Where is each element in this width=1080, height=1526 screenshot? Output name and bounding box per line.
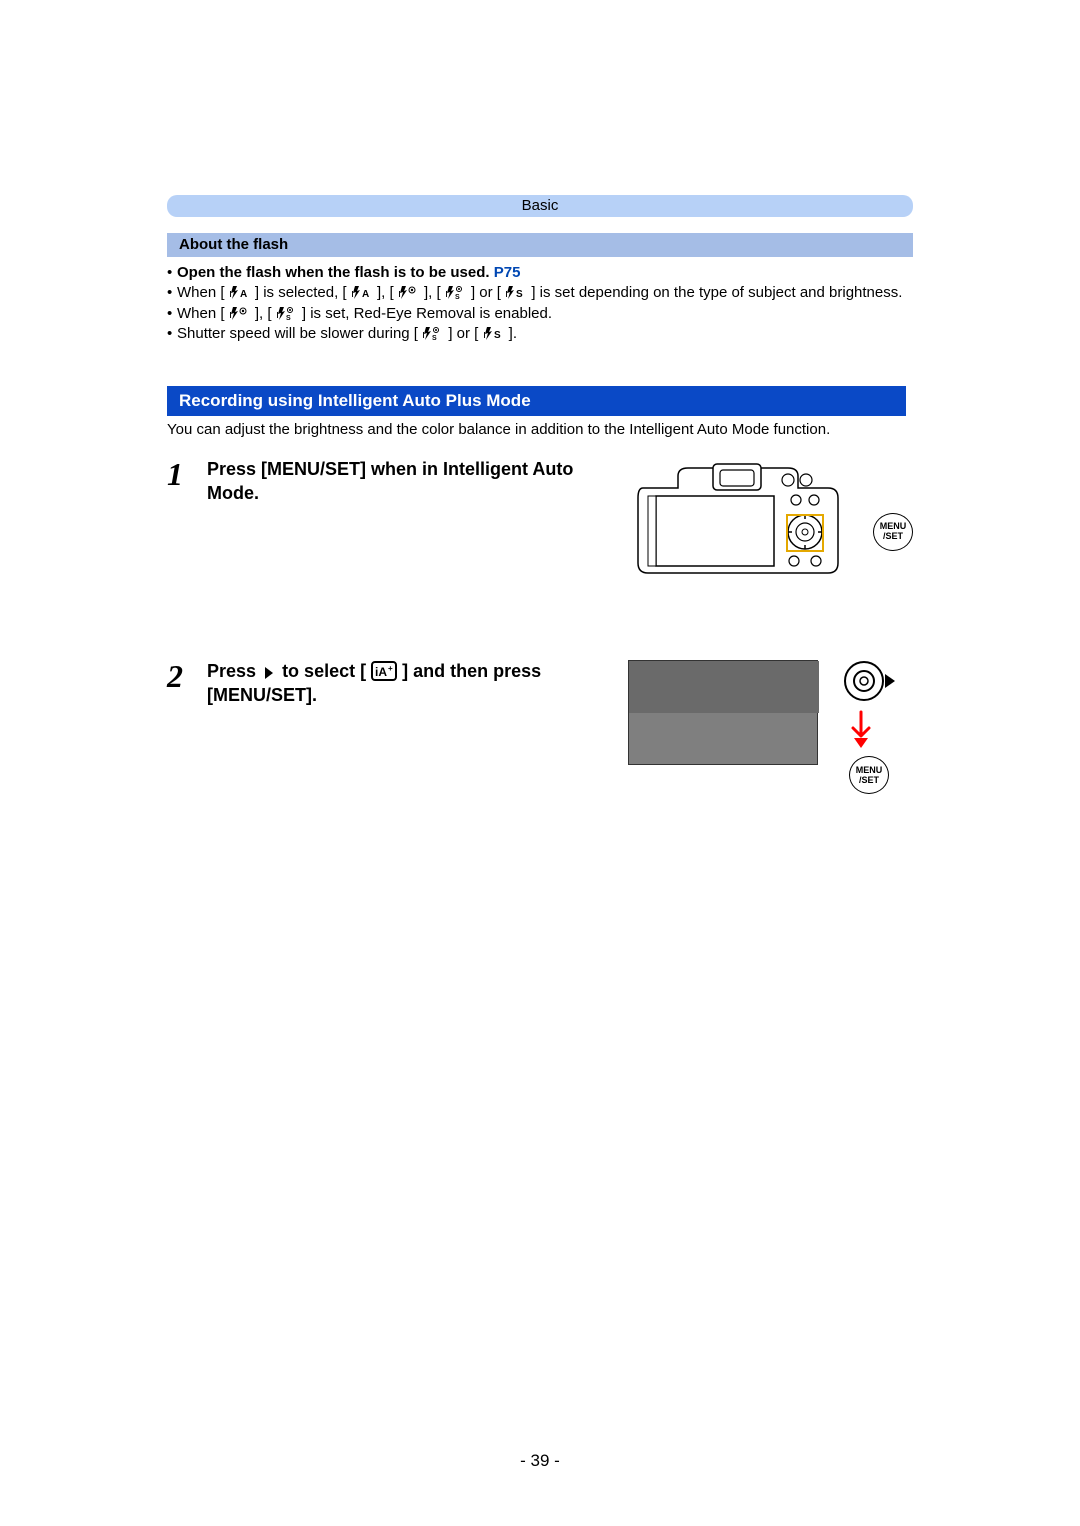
- steps-block: 1 Press [MENU/SET] when in Intelligent A…: [167, 458, 913, 800]
- flash-line2: When [ ıA ] is selected, [ ıA ], [ ı ], …: [177, 283, 913, 303]
- svg-text:iA: iA: [375, 665, 387, 679]
- flash-redeye-icon: ı: [229, 305, 251, 321]
- svg-text:A: A: [240, 289, 247, 300]
- lcd-screen: [628, 660, 818, 765]
- control-dial-icon: [843, 660, 885, 702]
- bullet-dot: •: [167, 304, 177, 324]
- svg-text:ı: ı: [483, 329, 486, 341]
- menu-set-label: MENU /SET: [873, 513, 913, 551]
- svg-text:ı: ı: [351, 288, 354, 300]
- flash-slow-icon: ıS: [505, 284, 527, 300]
- flash-redeye-slow-icon: ıS: [445, 284, 467, 300]
- step-1-text: Press [MENU/SET] when in Intelligent Aut…: [207, 458, 627, 505]
- step-1-number: 1: [167, 458, 207, 490]
- svg-text:A: A: [362, 289, 369, 300]
- ia-plus-mode-icon: iA +: [371, 661, 397, 681]
- right-cursor-icon: [261, 665, 277, 681]
- down-arrow-icon: [847, 710, 875, 750]
- chapter-pill: Basic: [167, 195, 913, 217]
- svg-text:S: S: [432, 335, 437, 341]
- recording-mode-header: Recording using Intelligent Auto Plus Mo…: [167, 386, 906, 416]
- flash-redeye-slow-icon: ıS: [276, 305, 298, 321]
- about-flash-header: About the flash: [167, 233, 913, 257]
- step-2-figure: MENU /SET: [627, 660, 913, 800]
- flash-redeye-slow-icon: ıS: [422, 325, 444, 341]
- flash-bullets: • Open the flash when the flash is to be…: [167, 263, 913, 344]
- flash-line1-link[interactable]: P75: [494, 264, 521, 281]
- svg-text:ı: ı: [229, 288, 232, 300]
- svg-text:ı: ı: [276, 309, 279, 321]
- flash-auto-icon: ıA: [229, 284, 251, 300]
- step-2-text: Press to select [ iA + ] and then press …: [207, 660, 627, 707]
- svg-text:ı: ı: [422, 329, 425, 341]
- flash-line3: When [ ı ], [ ıS ] is set, Red-Eye Remov…: [177, 304, 913, 324]
- page-root: Basic About the flash • Open the flash w…: [0, 0, 1080, 1526]
- page-number: - 39 -: [0, 1451, 1080, 1471]
- step-2-number: 2: [167, 660, 207, 692]
- bullet-dot: •: [167, 324, 177, 344]
- step-1: 1 Press [MENU/SET] when in Intelligent A…: [167, 458, 913, 578]
- highlight-box: [786, 514, 824, 552]
- svg-text:S: S: [494, 330, 501, 341]
- svg-text:ı: ı: [445, 288, 448, 300]
- svg-text:ı: ı: [398, 288, 401, 300]
- bullet-dot: •: [167, 263, 177, 283]
- menu-set-label: MENU /SET: [849, 756, 889, 794]
- svg-text:S: S: [516, 289, 523, 300]
- svg-text:S: S: [286, 315, 291, 321]
- bullet-dot: •: [167, 283, 177, 303]
- flash-slow-icon: ıS: [483, 325, 505, 341]
- flash-auto-icon: ıA: [351, 284, 373, 300]
- step-1-figure: MENU /SET: [627, 458, 913, 578]
- flash-line4: Shutter speed will be slower during [ ıS…: [177, 324, 913, 344]
- svg-text:S: S: [455, 294, 460, 300]
- svg-text:ı: ı: [229, 309, 232, 321]
- intro-text: You can adjust the brightness and the co…: [167, 420, 913, 440]
- flash-line1-bold: Open the flash when the flash is to be u…: [177, 264, 490, 281]
- svg-text:+: +: [388, 664, 393, 673]
- svg-text:ı: ı: [505, 288, 508, 300]
- step-2: 2 Press to select [ iA + ] and then pres…: [167, 660, 913, 800]
- right-arrow-icon: [885, 674, 895, 688]
- flash-redeye-icon: ı: [398, 284, 420, 300]
